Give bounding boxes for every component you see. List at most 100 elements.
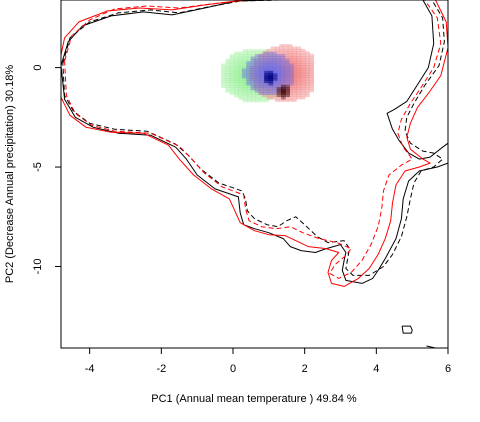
- density-cell: [250, 66, 256, 69]
- density-cell: [229, 58, 235, 62]
- density-cell: [234, 94, 239, 98]
- density-cell: [268, 73, 274, 76]
- density-cell: [246, 80, 252, 84]
- density-cell: [274, 51, 280, 55]
- density-cell: [309, 65, 315, 69]
- density-cell: [279, 46, 284, 50]
- density-cell: [263, 54, 269, 57]
- density-cell: [272, 61, 277, 65]
- density-cell: [309, 56, 315, 59]
- density-cell: [270, 96, 276, 100]
- density-cell: [267, 92, 273, 96]
- density-cell: [300, 68, 306, 71]
- density-cell: [259, 73, 264, 76]
- density-cell: [242, 97, 248, 100]
- density-cell: [259, 58, 264, 62]
- density-cell: [246, 63, 252, 67]
- density-cell: [292, 82, 297, 86]
- density-cell: [255, 97, 261, 100]
- density-cell: [296, 60, 302, 64]
- density-cell: [285, 87, 291, 90]
- density-cell: [276, 89, 282, 93]
- density-cell: [259, 87, 264, 91]
- density-cell: [246, 94, 252, 98]
- density-cell: [254, 66, 260, 69]
- density-cell: [254, 54, 260, 57]
- density-cell: [250, 56, 256, 60]
- density-cell: [287, 77, 293, 81]
- density-cell: [251, 56, 256, 60]
- density-cell: [309, 70, 315, 74]
- density-cell: [287, 68, 293, 71]
- density-cell: [284, 82, 290, 86]
- density-cell: [305, 72, 310, 76]
- density-cell: [254, 63, 260, 67]
- density-cell: [287, 79, 293, 83]
- density-cell: [289, 66, 294, 69]
- density-cell: [234, 56, 239, 60]
- density-cell: [246, 87, 252, 91]
- density-cell: [289, 68, 294, 72]
- density-cell: [305, 75, 310, 78]
- density-cell: [292, 48, 297, 52]
- density-cell: [234, 61, 239, 65]
- density-cell: [234, 80, 239, 84]
- density-cell: [283, 56, 289, 59]
- density-cell: [234, 51, 239, 55]
- density-cell: [264, 73, 269, 76]
- density-cell: [266, 94, 272, 98]
- density-cell: [281, 94, 286, 98]
- density-cell: [225, 66, 231, 69]
- density-cell: [283, 94, 289, 98]
- density-cell: [292, 56, 297, 59]
- density-cell: [246, 51, 252, 55]
- density-cell: [221, 63, 226, 67]
- density-cell: [284, 85, 290, 88]
- density-cell: [287, 65, 293, 69]
- density-cell: [292, 58, 297, 62]
- density-cell: [276, 91, 282, 95]
- density-cell: [254, 58, 260, 62]
- density-cell: [250, 87, 256, 91]
- density-cell: [254, 75, 260, 79]
- density-cell: [250, 73, 256, 76]
- density-cell: [287, 84, 293, 88]
- density-cell: [270, 94, 276, 98]
- density-cell: [287, 96, 293, 100]
- density-cell: [254, 68, 260, 72]
- density-cell: [229, 68, 235, 72]
- density-cell: [242, 66, 248, 69]
- density-cell: [264, 99, 269, 103]
- density-cell: [267, 68, 273, 72]
- density-cell: [296, 94, 302, 98]
- density-cell: [280, 80, 286, 84]
- density-cell: [289, 82, 294, 86]
- density-cell: [229, 61, 235, 65]
- contour-line-2: [62, 0, 445, 276]
- density-cell: [268, 82, 274, 86]
- density-cell: [246, 75, 251, 79]
- density-cell: [292, 96, 297, 100]
- density-cell: [279, 96, 284, 100]
- density-cell: [296, 48, 302, 52]
- density-cell: [254, 80, 260, 84]
- density-cell: [300, 53, 306, 57]
- density-cell: [242, 58, 248, 62]
- density-cell: [259, 85, 264, 88]
- density-cell: [259, 54, 265, 57]
- density-cell: [242, 68, 248, 72]
- density-cell: [284, 73, 290, 76]
- density-cell: [242, 85, 248, 88]
- density-cell: [305, 82, 310, 86]
- density-cell: [238, 51, 244, 55]
- density-cell: [250, 63, 256, 67]
- density-cell: [280, 68, 286, 72]
- density-cell: [285, 91, 291, 95]
- density-cell: [309, 72, 315, 76]
- density-cell: [229, 82, 235, 86]
- density-cell: [242, 56, 248, 60]
- density-cell: [296, 53, 302, 57]
- density-cell: [221, 68, 226, 72]
- density-cell: [241, 70, 247, 74]
- density-cell: [272, 58, 277, 62]
